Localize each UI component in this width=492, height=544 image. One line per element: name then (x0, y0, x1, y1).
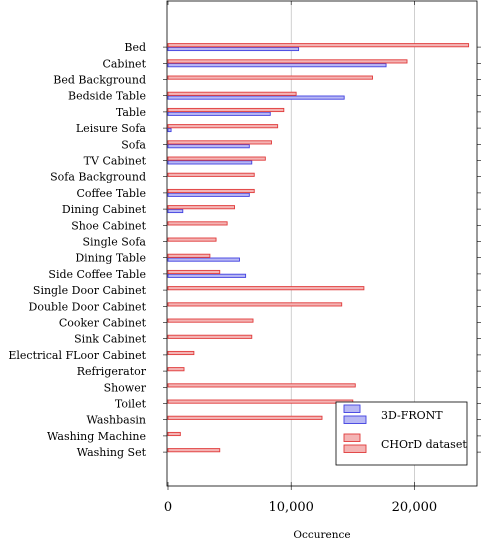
bars (167, 43, 470, 453)
category-label-refrigerator: Refrigerator (77, 365, 147, 378)
x-tick-label-1: 10,000 (268, 500, 314, 515)
x-tick-label-2: 20,000 (392, 500, 438, 515)
bar-chord-leisure-sofa (167, 124, 279, 129)
category-label-shower: Shower (104, 381, 147, 394)
category-label-dining-table: Dining Table (75, 252, 146, 265)
bar-chord-cabinet (167, 59, 408, 64)
legend-label-3d-front: 3D-FRONT (381, 409, 443, 422)
bar-3d-front-coffee-table (167, 192, 250, 197)
category-label-shoe-cabinet: Shoe Cabinet (71, 219, 146, 232)
bar-3d-front-tv-cabinet (167, 160, 253, 165)
bar-chord-dining-cabinet (167, 205, 235, 210)
bar-chord-toilet (167, 399, 354, 404)
bar-chord-sofa (167, 140, 272, 145)
category-label-double-door-cabinet: Double Door Cabinet (29, 300, 147, 313)
category-label-bed-background: Bed Background (53, 74, 146, 87)
category-label-side-coffee-table: Side Coffee Table (48, 268, 146, 281)
bar-3d-front-sofa (167, 144, 250, 149)
bar-chord-refrigerator (167, 367, 185, 372)
bar-chord-cooker-cabinet (167, 318, 254, 323)
bar-chord-bed-background (167, 75, 373, 80)
bar-chord-sink-cabinet (167, 334, 253, 339)
bar-3d-front-table (167, 111, 271, 116)
legend-swatch-chord-b (343, 444, 367, 453)
category-label-tv-cabinet: TV Cabinet (84, 155, 147, 168)
category-label-washing-set: Washing Set (77, 446, 147, 459)
bar-chord-washing-machine (167, 431, 181, 437)
category-label-table: Table (116, 106, 146, 119)
category-label-sofa: Sofa (121, 138, 146, 151)
category-label-bed: Bed (124, 41, 146, 54)
category-label-sink-cabinet: Sink Cabinet (74, 333, 146, 346)
category-label-washing-machine: Washing Machine (47, 430, 146, 443)
category-label-toilet: Toilet (115, 398, 147, 411)
bar-chord-shower (167, 383, 356, 388)
x-axis-label: Occurence (293, 529, 350, 541)
category-label-single-sofa: Single Sofa (83, 236, 147, 249)
bar-chord-single-door-cabinet (167, 286, 365, 291)
category-label-dining-cabinet: Dining Cabinet (62, 203, 147, 216)
bar-3d-front-cabinet (167, 63, 387, 68)
bar-chord-side-coffee-table (167, 269, 221, 275)
category-label-cabinet: Cabinet (102, 57, 146, 70)
bar-chord-electrical-floor-cabinet (167, 350, 195, 356)
category-label-leisure-sofa: Leisure Sofa (76, 122, 147, 135)
bar-3d-front-bedside-table (167, 95, 345, 100)
bar-chord-coffee-table (167, 188, 255, 194)
category-labels: Bed Cabinet Bed Background Bedside Table Tab… (8, 41, 146, 459)
bar-chord-shoe-cabinet (167, 221, 228, 226)
legend-label-chord: CHOrD dataset (381, 438, 467, 451)
bar-chord-table (167, 107, 285, 113)
bar-3d-front-leisure-sofa (167, 127, 172, 133)
bar-chord-double-door-cabinet (167, 302, 343, 307)
bar-chord-tv-cabinet (167, 156, 266, 161)
x-ticks: 0 10,000 20,000 (164, 1, 437, 515)
category-label-washbasin: Washbasin (87, 414, 147, 427)
bar-3d-front-dining-table (167, 257, 240, 262)
legend: 3D-FRONT CHOrD dataset (335, 401, 468, 466)
legend-swatch-3d-front-b (343, 415, 367, 424)
bar-3d-front-bed (167, 46, 300, 52)
legend-swatch-chord-a (343, 433, 361, 442)
bar-chord-dining-table (167, 253, 211, 258)
category-label-coffee-table: Coffee Table (77, 187, 146, 200)
category-label-cooker-cabinet: Cooker Cabinet (59, 317, 147, 330)
bar-chord-bedside-table (167, 91, 297, 96)
bar-chord-washing-set (167, 448, 221, 453)
bar-3d-front-side-coffee-table (167, 273, 247, 278)
bar-chord-bed (167, 43, 470, 48)
legend-swatch-3d-front-a (343, 404, 361, 413)
x-tick-label-0: 0 (164, 500, 172, 515)
plot-frame (166, 0, 478, 487)
category-label-sofa-background: Sofa Background (50, 171, 146, 184)
category-label-bedside-table: Bedside Table (68, 90, 146, 103)
bar-chord-single-sofa (167, 237, 217, 242)
category-label-electrical-floor-cabinet: Electrical FLoor Cabinet (8, 349, 146, 362)
y-ticks (163, 46, 481, 453)
bar-3d-front-dining-cabinet (167, 208, 184, 214)
bar-chord-washbasin (167, 415, 323, 420)
bar-chord-sofa-background (167, 172, 255, 177)
category-label-single-door-cabinet: Single Door Cabinet (33, 284, 147, 297)
